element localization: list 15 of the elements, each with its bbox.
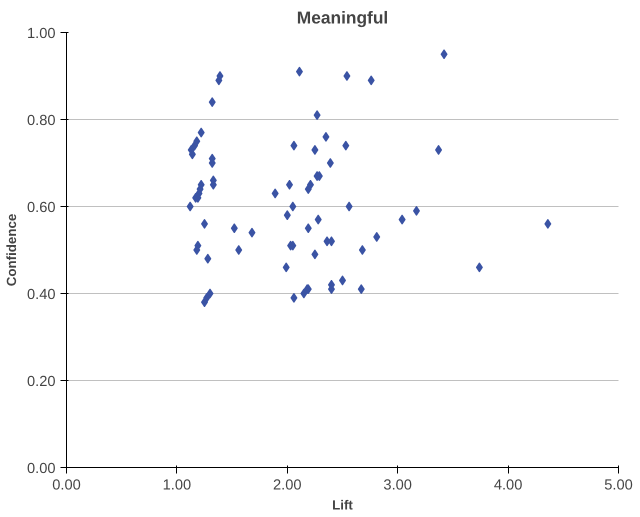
chart-title: Meaningful (296, 8, 388, 28)
x-tick-label: 3.00 (383, 478, 412, 494)
x-tick-label: 1.00 (162, 478, 192, 494)
y-tick-label: 0.80 (26, 113, 56, 129)
y-tick-label: 0.60 (26, 200, 56, 216)
x-tick-label: 5.00 (604, 478, 633, 494)
y-tick-label: 0.00 (26, 461, 56, 477)
y-tick-label: 0.20 (26, 374, 56, 390)
x-axis-title: Lift (332, 498, 354, 512)
y-tick-label: 1.00 (26, 26, 56, 42)
y-axis-title: Confidence (4, 214, 19, 286)
x-tick-label: 0.00 (52, 478, 81, 494)
x-tick-label: 2.00 (273, 478, 302, 494)
y-tick-label: 0.40 (26, 287, 56, 303)
x-tick-label: 4.00 (494, 478, 522, 494)
